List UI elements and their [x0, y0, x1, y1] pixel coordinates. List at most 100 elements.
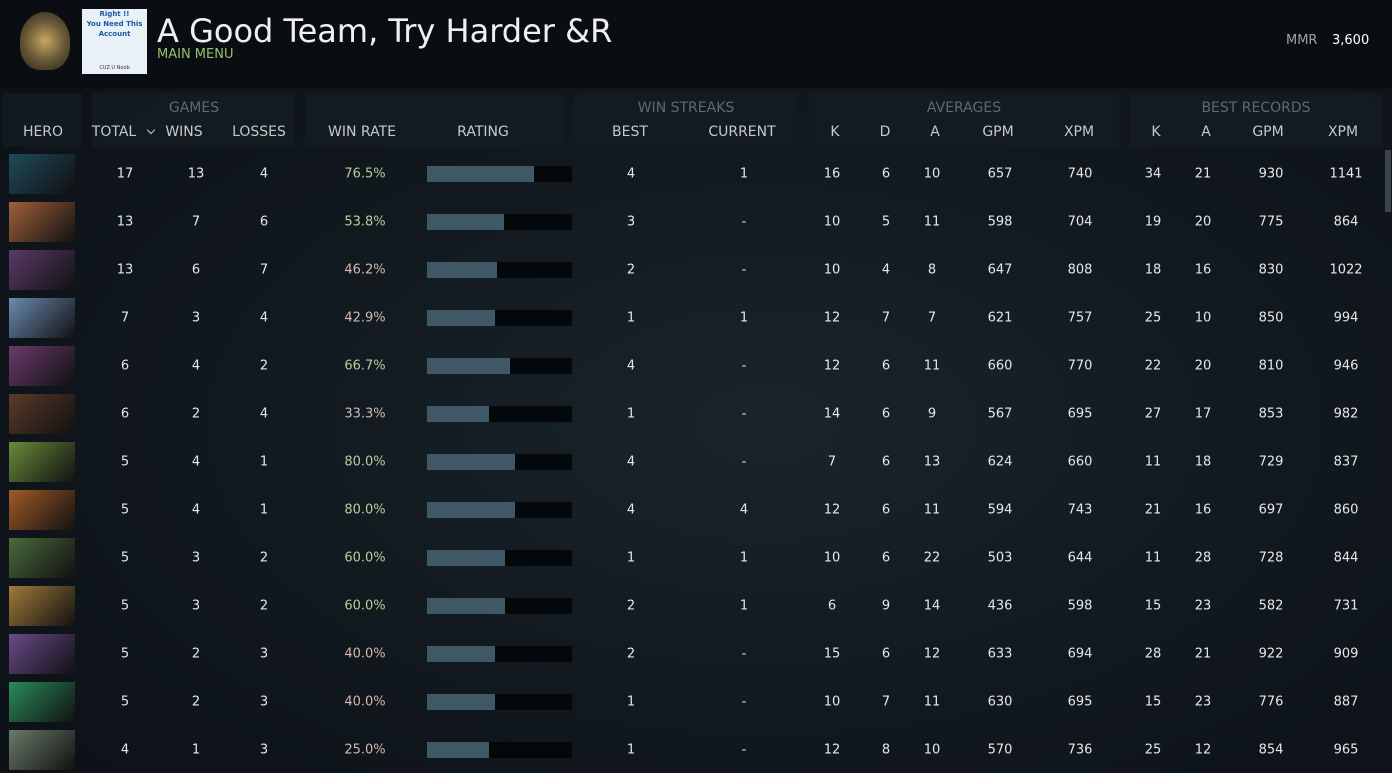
column-header[interactable]: GPM	[982, 124, 1014, 140]
hero-portrait[interactable]	[9, 298, 75, 338]
cell: 4	[191, 358, 201, 374]
hero-portrait[interactable]	[9, 394, 75, 434]
column-header[interactable]: A	[930, 124, 940, 140]
cell: 40.0%	[344, 646, 386, 662]
column-header[interactable]: TOTAL	[91, 124, 137, 140]
group-header: BEST RECORDS	[1201, 100, 1311, 116]
hero-portrait[interactable]	[9, 538, 75, 578]
hero-portrait[interactable]	[9, 442, 75, 482]
cell: 76.5%	[344, 166, 386, 182]
cell: 630	[987, 694, 1013, 710]
cell: 11	[1144, 454, 1162, 470]
scrollbar-thumb[interactable]	[1385, 150, 1391, 212]
cell: 850	[1258, 310, 1284, 326]
column-header[interactable]: LOSSES	[232, 124, 286, 140]
column-header[interactable]: CURRENT	[708, 124, 776, 140]
hero-portrait[interactable]	[9, 154, 75, 194]
cell: 728	[1258, 550, 1284, 566]
cell: 844	[1333, 550, 1359, 566]
hero-portrait[interactable]	[9, 586, 75, 626]
cell: 4	[259, 166, 269, 182]
hero-portrait[interactable]	[9, 634, 75, 674]
cell: 624	[987, 454, 1013, 470]
cell: 2	[259, 550, 269, 566]
hero-portrait[interactable]	[9, 682, 75, 722]
cell: 14	[923, 598, 941, 614]
column-header[interactable]: D	[879, 124, 891, 140]
column-header[interactable]: GPM	[1252, 124, 1284, 140]
column-header[interactable]: BEST	[612, 124, 648, 140]
hero-portrait[interactable]	[9, 490, 75, 530]
cell: 621	[987, 310, 1013, 326]
cell: -	[741, 214, 747, 230]
column-header[interactable]: WIN RATE	[328, 124, 396, 140]
cell: 7	[881, 310, 891, 326]
cell: 4	[626, 166, 636, 182]
cell: 740	[1067, 166, 1093, 182]
cell: 4	[626, 358, 636, 374]
hero-portrait[interactable]	[9, 730, 75, 770]
column-header[interactable]: K	[1151, 124, 1161, 140]
group-header: AVERAGES	[926, 100, 1002, 116]
hero-portrait[interactable]	[9, 202, 75, 242]
cell: 6	[881, 550, 891, 566]
cell: 4	[191, 502, 201, 518]
cell: 6	[120, 358, 130, 374]
cell: 2	[191, 694, 201, 710]
rating-bar	[427, 166, 535, 182]
rating-bar	[427, 358, 510, 374]
cell: 6	[259, 214, 269, 230]
cell: 10	[823, 550, 841, 566]
cell: 647	[987, 262, 1013, 278]
cell: 2	[259, 598, 269, 614]
rating-bar	[427, 214, 504, 230]
rating-bar	[427, 502, 516, 518]
cell: 1	[739, 166, 749, 182]
header-panel	[92, 93, 294, 147]
cell: 4	[626, 454, 636, 470]
rating-bar	[427, 262, 497, 278]
cell: 13	[116, 214, 134, 230]
cell: 697	[1258, 502, 1284, 518]
avatar-text: Right !!	[99, 10, 130, 18]
cell: 16	[823, 166, 841, 182]
main-menu-link[interactable]: MAIN MENU	[157, 47, 234, 62]
cell: 853	[1258, 406, 1284, 422]
column-header[interactable]: RATING	[457, 124, 509, 140]
cell: 13	[187, 166, 205, 182]
column-header[interactable]: WINS	[165, 124, 203, 140]
cell: 695	[1067, 406, 1093, 422]
cell: 3	[191, 550, 201, 566]
cell: 930	[1258, 166, 1284, 182]
cell: 1	[259, 502, 269, 518]
cell: 776	[1258, 694, 1284, 710]
hero-portrait[interactable]	[9, 346, 75, 386]
column-header[interactable]: A	[1201, 124, 1211, 140]
cell: 66.7%	[344, 358, 386, 374]
cell: 20	[1194, 358, 1212, 374]
cell: 15	[1144, 694, 1162, 710]
hero-portrait[interactable]	[9, 250, 75, 290]
cell: 33.3%	[344, 406, 386, 422]
cell: 743	[1067, 502, 1093, 518]
cell: 1141	[1329, 166, 1363, 182]
cell: 34	[1144, 166, 1162, 182]
cell: 10	[823, 214, 841, 230]
cell: 4	[739, 502, 749, 518]
cell: 8	[881, 742, 891, 758]
cell: 731	[1333, 598, 1359, 614]
column-header[interactable]: K	[830, 124, 840, 140]
cell: 19	[1144, 214, 1162, 230]
column-header[interactable]: XPM	[1063, 124, 1095, 140]
group-header: GAMES	[168, 100, 220, 116]
cell: 1	[626, 742, 636, 758]
cell: 25	[1144, 742, 1162, 758]
column-header[interactable]: XPM	[1327, 124, 1359, 140]
cell: 12	[823, 358, 841, 374]
cell: 10	[823, 262, 841, 278]
cell: 6	[881, 502, 891, 518]
cell: 770	[1067, 358, 1093, 374]
header-panel	[2, 93, 82, 147]
cell: 6	[827, 598, 837, 614]
